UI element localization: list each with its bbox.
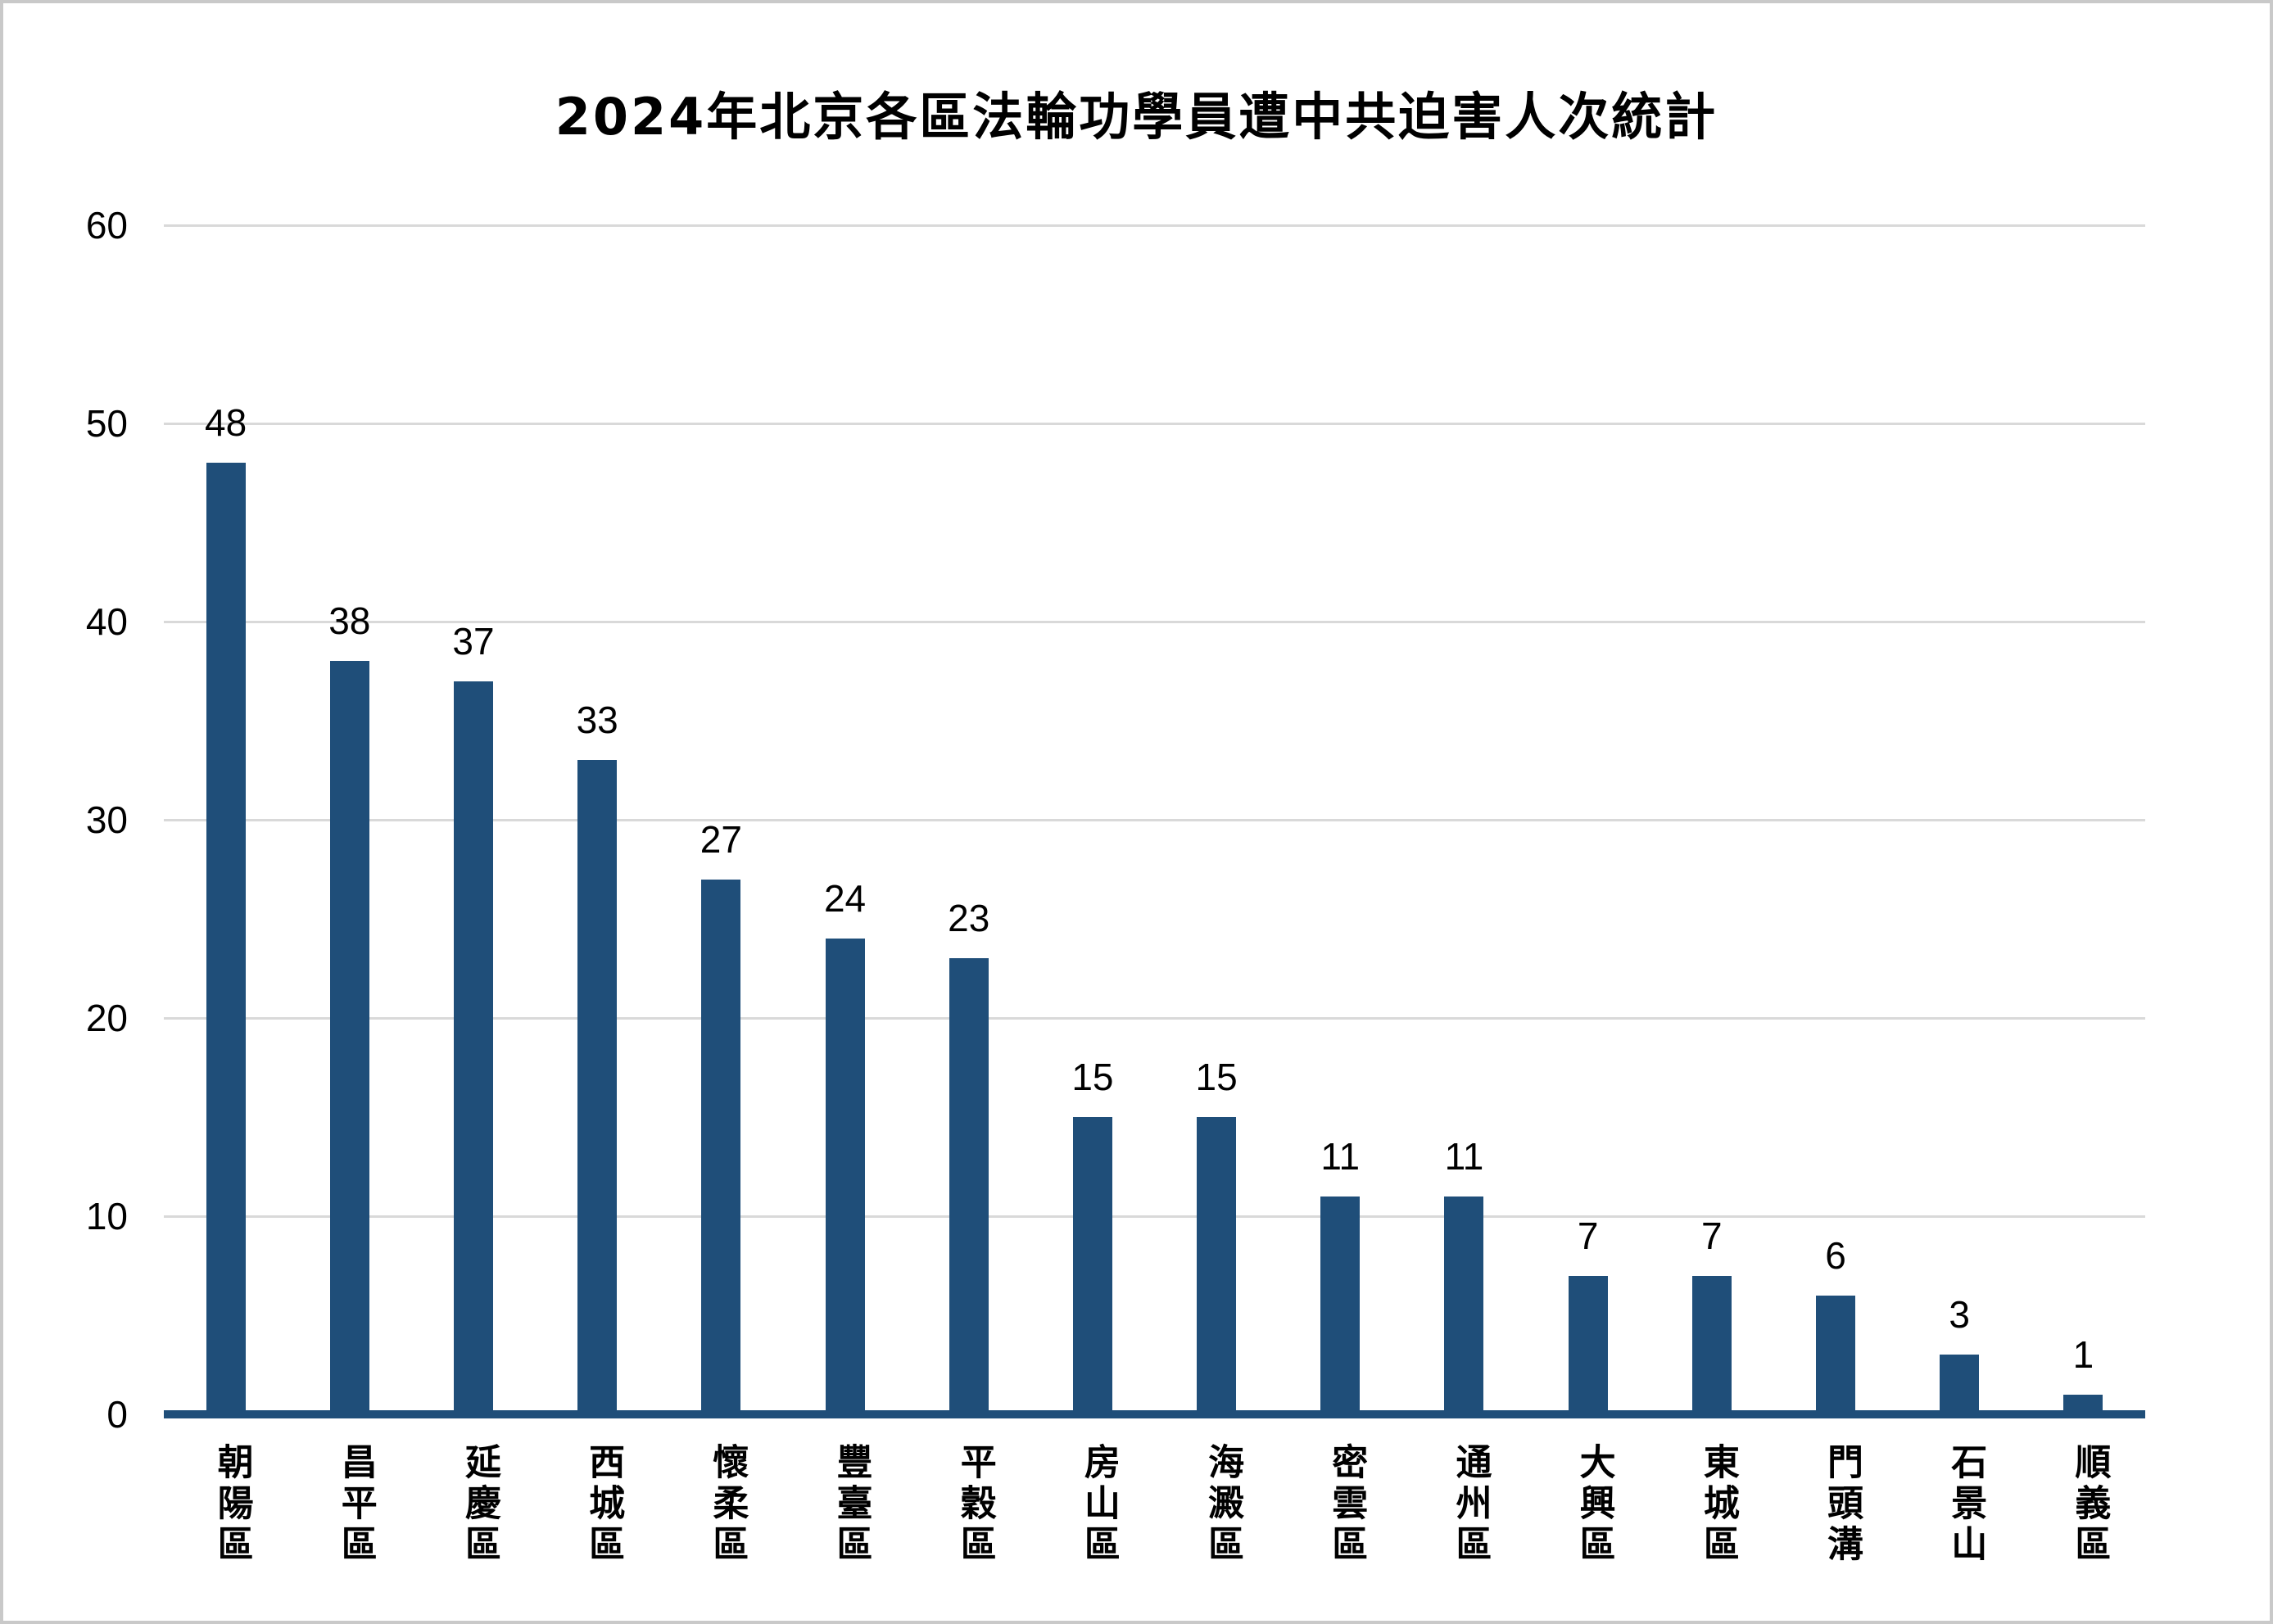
gridline	[164, 818, 2145, 821]
bar-value-label: 11	[1320, 1135, 1361, 1178]
bar-value-label: 33	[576, 699, 618, 741]
bar-value-label: 37	[452, 620, 495, 663]
bar	[1320, 1197, 1361, 1414]
bar-value-label: 15	[1071, 1056, 1114, 1098]
bar	[825, 939, 865, 1414]
bar-value-label: 11	[1444, 1135, 1484, 1178]
chart-title: 2024年北京各區法輪功學員遭中共迫害人次統計	[555, 87, 1718, 147]
bar	[1197, 1117, 1237, 1414]
category-label: 平穀區	[953, 1443, 996, 1566]
gridline	[164, 620, 2145, 623]
bar	[577, 760, 618, 1414]
gridline	[164, 1016, 2145, 1020]
bar-value-label: 15	[1195, 1056, 1238, 1098]
bar	[453, 681, 493, 1414]
bar	[701, 880, 741, 1414]
bar-value-label: 24	[823, 877, 867, 920]
bar-value-label: 6	[1825, 1234, 1846, 1277]
y-tick-label: 30	[85, 798, 128, 841]
bar-value-label: 27	[700, 818, 742, 861]
bar	[1691, 1276, 1732, 1414]
gridline	[164, 1215, 2145, 1218]
category-label: 西城區	[582, 1443, 625, 1566]
category-label: 石景山	[1945, 1443, 1987, 1566]
bar-value-label: 38	[328, 599, 371, 642]
bar-value-label: 48	[205, 401, 247, 444]
category-label: 海澱區	[1202, 1443, 1244, 1566]
bar-value-label: 1	[2072, 1333, 2094, 1376]
bar	[206, 463, 246, 1414]
category-label: 懷柔區	[706, 1443, 749, 1566]
bar-value-label: 23	[948, 897, 990, 939]
category-label: 密雲區	[1325, 1443, 1368, 1566]
bar-value-label: 3	[1949, 1293, 1971, 1336]
category-label: 昌平區	[334, 1443, 377, 1566]
category-label: 大興區	[1573, 1443, 1615, 1566]
bar	[1568, 1276, 1608, 1414]
y-tick-label: 50	[85, 402, 128, 445]
gridline	[164, 224, 2145, 227]
category-label: 通州區	[1449, 1443, 1492, 1566]
bar	[949, 958, 989, 1414]
bar	[1072, 1117, 1112, 1414]
category-label: 門頭溝	[1821, 1443, 1863, 1566]
bar-value-label: 7	[1701, 1215, 1723, 1257]
y-tick-label: 10	[85, 1195, 128, 1237]
category-label: 東城區	[1696, 1443, 1739, 1566]
bar	[1444, 1197, 1484, 1414]
y-tick-label: 0	[106, 1393, 128, 1436]
x-axis-line	[164, 1410, 2145, 1418]
category-label: 房山區	[1077, 1443, 1120, 1566]
y-tick-label: 40	[85, 600, 128, 643]
gridline	[164, 422, 2145, 425]
category-label: 朝陽區	[211, 1443, 253, 1566]
category-label: 豐臺區	[830, 1443, 872, 1566]
bar	[1940, 1355, 1980, 1414]
category-label: 延慶區	[458, 1443, 500, 1566]
bar	[1816, 1296, 1856, 1414]
category-label: 順義區	[2068, 1443, 2111, 1566]
bar-value-label: 7	[1577, 1215, 1599, 1257]
bar	[329, 661, 369, 1414]
y-tick-label: 60	[85, 204, 128, 247]
y-tick-label: 20	[85, 997, 128, 1039]
